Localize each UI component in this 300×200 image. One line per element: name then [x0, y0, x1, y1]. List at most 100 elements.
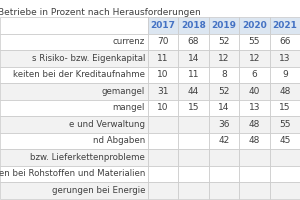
Bar: [209, 182, 239, 198]
Bar: [148, 66, 178, 83]
Bar: [270, 33, 300, 50]
Text: 2021: 2021: [272, 21, 297, 30]
Text: 12: 12: [249, 54, 260, 63]
Bar: [148, 132, 178, 149]
Text: 2020: 2020: [242, 21, 267, 30]
Bar: [209, 17, 239, 33]
Bar: [239, 132, 270, 149]
Text: s Risiko- bzw. Eigenkapital: s Risiko- bzw. Eigenkapital: [32, 54, 145, 63]
Bar: [148, 182, 178, 198]
Bar: [178, 83, 209, 99]
Text: gerungen bei Energie: gerungen bei Energie: [52, 186, 145, 195]
Text: 10: 10: [158, 103, 169, 112]
Text: 2017: 2017: [151, 21, 176, 30]
Bar: [148, 33, 178, 50]
Bar: [178, 17, 209, 33]
Bar: [270, 50, 300, 66]
Bar: [178, 166, 209, 182]
Text: 45: 45: [279, 136, 290, 145]
Text: 48: 48: [249, 136, 260, 145]
Text: 11: 11: [158, 54, 169, 63]
Text: 15: 15: [188, 103, 199, 112]
Bar: [239, 116, 270, 132]
Bar: [178, 116, 209, 132]
Bar: [239, 83, 270, 99]
Text: 31: 31: [158, 87, 169, 96]
Text: 44: 44: [188, 87, 199, 96]
Text: 52: 52: [218, 87, 230, 96]
Text: 13: 13: [279, 54, 291, 63]
Bar: [270, 17, 300, 33]
Text: 36: 36: [218, 120, 230, 129]
Bar: [148, 83, 178, 99]
Bar: [178, 33, 209, 50]
Text: 11: 11: [188, 70, 199, 79]
Text: 68: 68: [188, 37, 199, 46]
Bar: [0, 50, 148, 66]
Bar: [178, 132, 209, 149]
Bar: [0, 17, 148, 33]
Text: 10: 10: [158, 70, 169, 79]
Text: gemangel: gemangel: [102, 87, 145, 96]
Bar: [0, 66, 148, 83]
Text: 70: 70: [158, 37, 169, 46]
Text: mangel: mangel: [112, 103, 145, 112]
Text: 2018: 2018: [181, 21, 206, 30]
Bar: [209, 149, 239, 166]
Bar: [239, 17, 270, 33]
Text: 48: 48: [279, 87, 290, 96]
Bar: [0, 149, 148, 166]
Text: gerungen bei Rohstoffen und Materialien: gerungen bei Rohstoffen und Materialien: [0, 169, 145, 178]
Bar: [0, 166, 148, 182]
Text: 8: 8: [221, 70, 227, 79]
Text: 9: 9: [282, 70, 288, 79]
Bar: [148, 116, 178, 132]
Text: 14: 14: [188, 54, 199, 63]
Bar: [209, 83, 239, 99]
Text: 6: 6: [251, 70, 257, 79]
Bar: [0, 132, 148, 149]
Bar: [148, 17, 178, 33]
Bar: [209, 99, 239, 116]
Bar: [239, 33, 270, 50]
Bar: [270, 149, 300, 166]
Bar: [0, 182, 148, 198]
Bar: [148, 99, 178, 116]
Bar: [209, 66, 239, 83]
Bar: [0, 83, 148, 99]
Text: 52: 52: [218, 37, 230, 46]
Bar: [0, 33, 148, 50]
Bar: [270, 99, 300, 116]
Text: 40: 40: [249, 87, 260, 96]
Text: currenz: currenz: [113, 37, 145, 46]
Bar: [239, 149, 270, 166]
Bar: [270, 166, 300, 182]
Text: 55: 55: [249, 37, 260, 46]
Text: nd Abgaben: nd Abgaben: [93, 136, 145, 145]
Bar: [209, 116, 239, 132]
Bar: [0, 99, 148, 116]
Bar: [270, 66, 300, 83]
Bar: [239, 66, 270, 83]
Bar: [148, 149, 178, 166]
Bar: [270, 132, 300, 149]
Text: 14: 14: [218, 103, 230, 112]
Bar: [209, 132, 239, 149]
Bar: [239, 50, 270, 66]
Text: bzw. Lieferkettenprobleme: bzw. Lieferkettenprobleme: [30, 153, 145, 162]
Text: 42: 42: [218, 136, 230, 145]
Bar: [239, 182, 270, 198]
Bar: [270, 116, 300, 132]
Bar: [239, 99, 270, 116]
Bar: [148, 166, 178, 182]
Bar: [178, 149, 209, 166]
Text: 13: 13: [249, 103, 260, 112]
Text: keiten bei der Kreditaufnahme: keiten bei der Kreditaufnahme: [13, 70, 145, 79]
Bar: [0, 116, 148, 132]
Text: 2019: 2019: [212, 21, 236, 30]
Bar: [239, 166, 270, 182]
Bar: [178, 66, 209, 83]
Bar: [178, 99, 209, 116]
Text: 15: 15: [279, 103, 291, 112]
Bar: [270, 182, 300, 198]
